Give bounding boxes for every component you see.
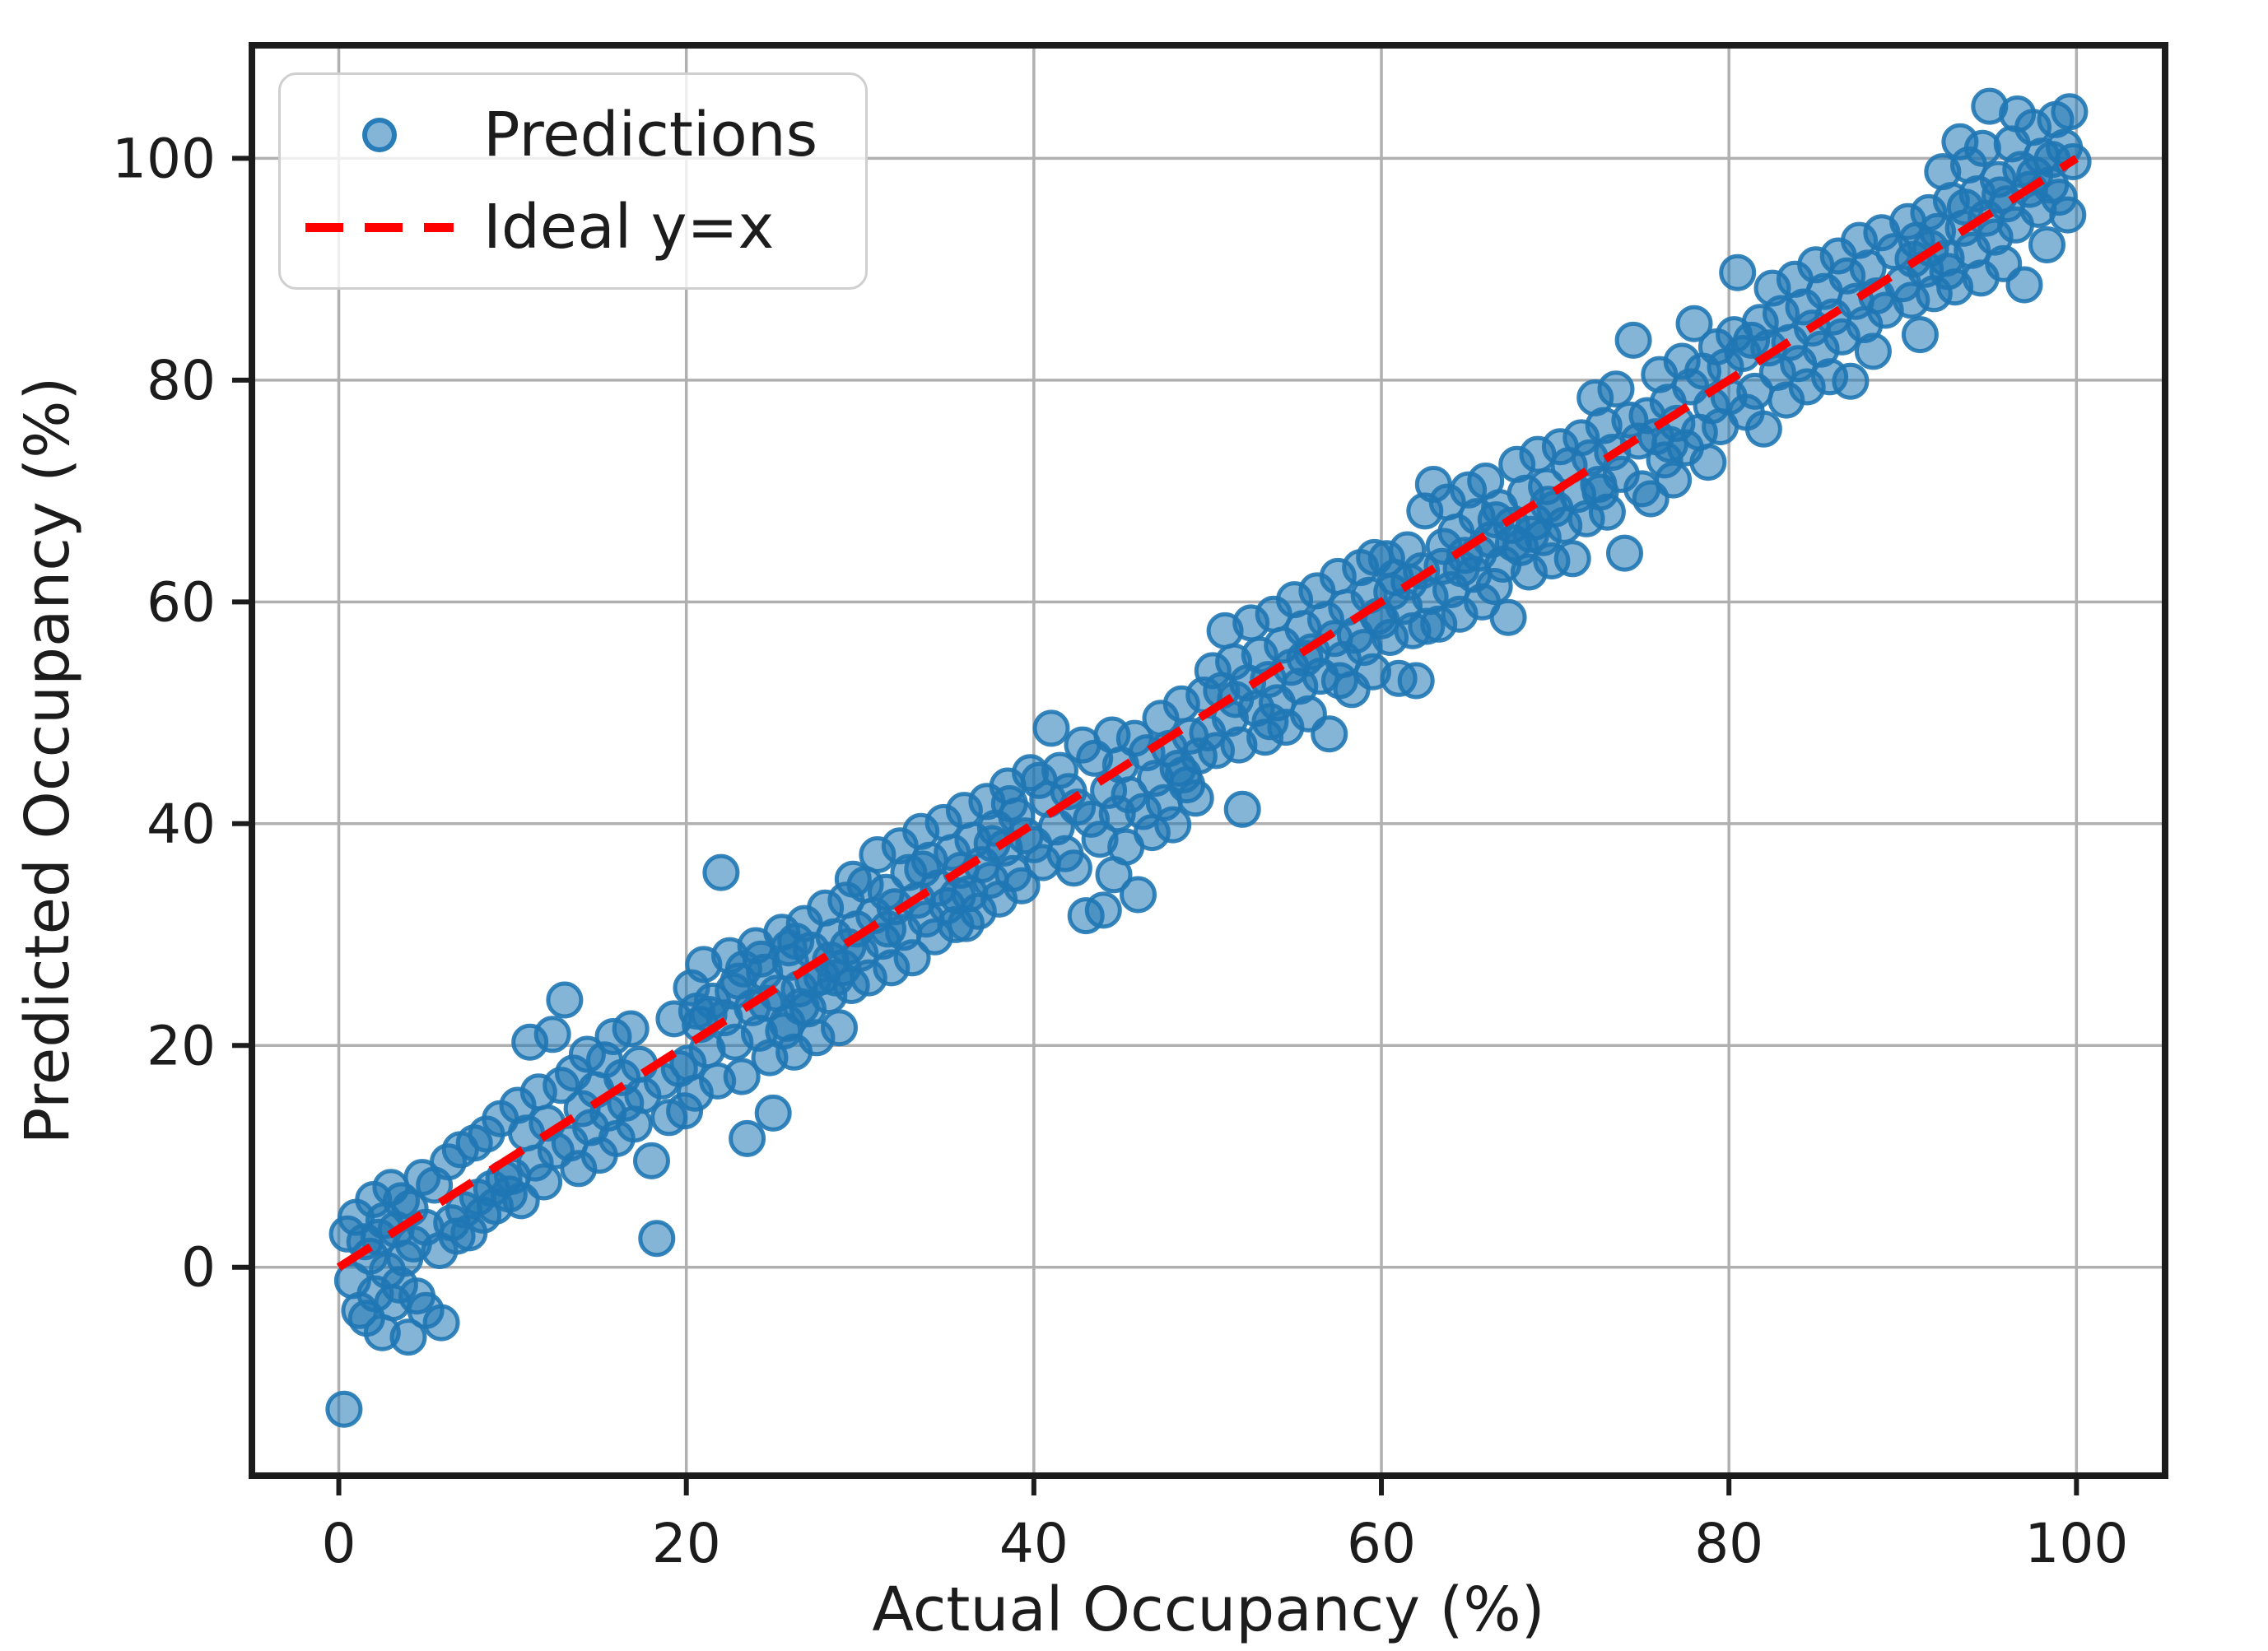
scatter-point bbox=[1223, 790, 1261, 828]
scatter-point bbox=[1084, 891, 1122, 929]
x-tick-label-40: 40 bbox=[999, 1512, 1069, 1575]
scatter-point bbox=[1055, 849, 1092, 887]
scatter-point bbox=[1597, 370, 1635, 408]
ideal-line bbox=[336, 155, 2079, 1271]
scatter-point bbox=[1408, 607, 1446, 645]
legend-sample-area bbox=[305, 222, 454, 232]
x-tick-label-20: 20 bbox=[652, 1512, 721, 1575]
scatter-point bbox=[1614, 321, 1652, 359]
scatter-point bbox=[1320, 662, 1358, 700]
scatter-point bbox=[525, 1163, 563, 1201]
y-tick-label-40: 40 bbox=[147, 793, 216, 856]
scatter-point bbox=[638, 1220, 676, 1258]
scatter-point bbox=[770, 929, 808, 967]
scatter-point bbox=[678, 993, 715, 1030]
scatter-point bbox=[990, 785, 1028, 822]
scatter-point bbox=[1655, 461, 1693, 499]
scatter-point bbox=[765, 1012, 803, 1050]
scatter-point bbox=[1489, 598, 1527, 636]
scatter-point bbox=[1095, 856, 1133, 894]
scatter-point bbox=[1854, 333, 1892, 370]
y-tick-label-20: 20 bbox=[147, 1014, 216, 1077]
scatter-point bbox=[533, 1016, 571, 1053]
scatter-point bbox=[1675, 305, 1713, 342]
scatter-point bbox=[1929, 253, 1967, 291]
scatter-point bbox=[1651, 426, 1688, 463]
legend-label: Predictions bbox=[483, 100, 818, 170]
scatter-point bbox=[2049, 196, 2087, 234]
scatter-point bbox=[325, 1390, 363, 1428]
scatter-point bbox=[1154, 806, 1192, 844]
x-tick-label-60: 60 bbox=[1347, 1512, 1416, 1575]
y-axis-label: Predicted Occupancy (%) bbox=[12, 376, 83, 1145]
scatter-marker-icon bbox=[362, 118, 397, 152]
scatter-point bbox=[1946, 188, 1984, 226]
scatter-point bbox=[702, 853, 740, 891]
scatter-point bbox=[2005, 266, 2043, 304]
x-tick-label-0: 0 bbox=[322, 1512, 356, 1575]
x-tick-label-100: 100 bbox=[2024, 1512, 2128, 1575]
scatter-point bbox=[2028, 226, 2065, 263]
y-tick-label-100: 100 bbox=[112, 127, 216, 190]
legend: Predictions Ideal y=x bbox=[278, 72, 869, 290]
scatter-point bbox=[1999, 95, 2037, 133]
y-tick-label-0: 0 bbox=[181, 1236, 216, 1300]
scatter-point bbox=[1003, 867, 1041, 905]
scatter-point bbox=[1832, 362, 1870, 400]
scatter-point bbox=[422, 1304, 460, 1342]
scatter-point bbox=[754, 1094, 792, 1132]
scatter-point bbox=[782, 988, 820, 1025]
legend-label: Ideal y=x bbox=[483, 192, 775, 263]
dashed-line-icon bbox=[305, 222, 454, 232]
scatter-point bbox=[1689, 444, 1727, 481]
scatter-point bbox=[1901, 316, 1939, 354]
scatter-point bbox=[389, 1318, 427, 1356]
scatter-point bbox=[1553, 540, 1591, 578]
scatter-point bbox=[1311, 715, 1348, 753]
legend-entry-predictions: Predictions bbox=[305, 100, 817, 170]
x-axis-label: Actual Occupancy (%) bbox=[872, 1574, 1545, 1645]
scatter-point bbox=[1581, 473, 1619, 511]
scatter-point bbox=[1032, 709, 1070, 747]
x-tick-label-80: 80 bbox=[1694, 1512, 1763, 1575]
scatter-point bbox=[1217, 681, 1255, 719]
scatter-point bbox=[948, 905, 985, 942]
scatter-point bbox=[633, 1142, 670, 1179]
scatter-point bbox=[1442, 550, 1480, 588]
y-tick-label-60: 60 bbox=[147, 570, 216, 634]
axes-spines bbox=[249, 42, 2168, 1479]
legend-sample-area bbox=[305, 118, 454, 152]
scatter-point bbox=[1963, 129, 2001, 167]
scatter-point bbox=[724, 950, 762, 988]
scatter-point bbox=[1744, 410, 1782, 448]
scatter-point bbox=[821, 1009, 858, 1047]
scatter-point bbox=[893, 939, 931, 977]
legend-entry-ideal-line: Ideal y=x bbox=[305, 192, 817, 263]
scatter-point bbox=[612, 1010, 650, 1048]
scatter-point bbox=[729, 1119, 766, 1157]
scatter-point bbox=[1512, 515, 1550, 553]
scatter-point bbox=[1606, 534, 1643, 572]
scatter-point bbox=[1164, 756, 1202, 793]
scatter-point bbox=[1251, 703, 1289, 741]
y-tick-label-80: 80 bbox=[147, 349, 216, 412]
scatter-point bbox=[1397, 662, 1435, 700]
scatter-point bbox=[546, 981, 584, 1019]
scatter-point bbox=[1719, 253, 1757, 291]
scatter-point bbox=[2051, 93, 2089, 131]
scatter-point bbox=[1120, 876, 1157, 914]
scatter-point bbox=[723, 1058, 761, 1095]
scatter-point bbox=[904, 850, 942, 888]
